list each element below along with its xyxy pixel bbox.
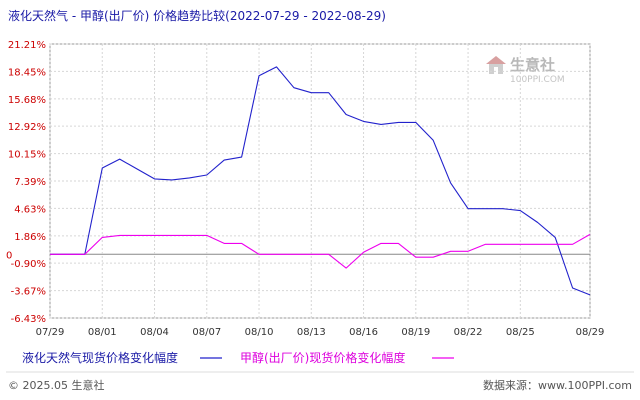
- x-tick-label: 08/25: [506, 327, 535, 338]
- series-line-1: [50, 233, 591, 269]
- y-tick-label: 4.63%: [14, 204, 46, 215]
- x-tick-label: 08/13: [297, 327, 326, 338]
- y-axis: 21.21% 18.45% 15.68% 12.92% 10.15% 7.39% 4.63%…: [6, 40, 46, 325]
- y-tick-label: -3.67%: [11, 287, 46, 298]
- y-zero-label: 0: [6, 250, 12, 261]
- y-tick-label: 15.68%: [8, 95, 46, 106]
- series-line-0: [50, 66, 591, 296]
- x-tick-label: 08/29: [576, 327, 605, 338]
- y-tick-label: 12.92%: [8, 122, 46, 133]
- x-tick-label: 08/16: [349, 327, 378, 338]
- series-lines: [50, 66, 591, 296]
- x-tick-label: 08/19: [401, 327, 430, 338]
- footer-copyright: © 2025.05 生意社: [8, 378, 104, 392]
- y-tick-label: -6.43%: [11, 314, 46, 325]
- y-tick-label: 1.86%: [14, 232, 46, 243]
- y-tick-label: -0.90%: [11, 259, 46, 270]
- y-tick-label: 21.21%: [8, 40, 46, 51]
- watermark-text: 生意社: [510, 56, 555, 74]
- x-tick-label: 08/07: [192, 327, 221, 338]
- house-logo-icon: [486, 56, 506, 74]
- legend: 液化天然气现货价格变化幅度 甲醇(出厂价)现货价格变化幅度: [22, 350, 454, 365]
- legend-label-lng: 液化天然气现货价格变化幅度: [22, 350, 178, 365]
- x-tick-label: 07/29: [36, 327, 65, 338]
- chart-title: 液化天然气 - 甲醇(出厂价) 价格趋势比较(2022-07-29 - 2022…: [8, 8, 386, 23]
- legend-label-methanol: 甲醇(出厂价)现货价格变化幅度: [240, 350, 405, 365]
- x-tick-label: 08/10: [245, 327, 274, 338]
- y-tick-label: 7.39%: [14, 177, 46, 188]
- x-tick-label: 08/22: [454, 327, 483, 338]
- y-tick-label: 18.45%: [8, 67, 46, 78]
- footer-website: 数据来源：www.100PPI.com: [483, 378, 632, 392]
- watermark-sub: 100PPI.COM: [510, 75, 565, 85]
- x-tick-label: 08/01: [88, 327, 117, 338]
- x-axis: 07/29 08/01 08/04 08/07 08/10 08/13 08/16 08/19…: [36, 327, 605, 338]
- y-tick-label: 10.15%: [8, 150, 46, 161]
- watermark: 生意社 100PPI.COM: [486, 56, 565, 85]
- grid: [49, 43, 591, 319]
- x-tick-label: 08/04: [140, 327, 169, 338]
